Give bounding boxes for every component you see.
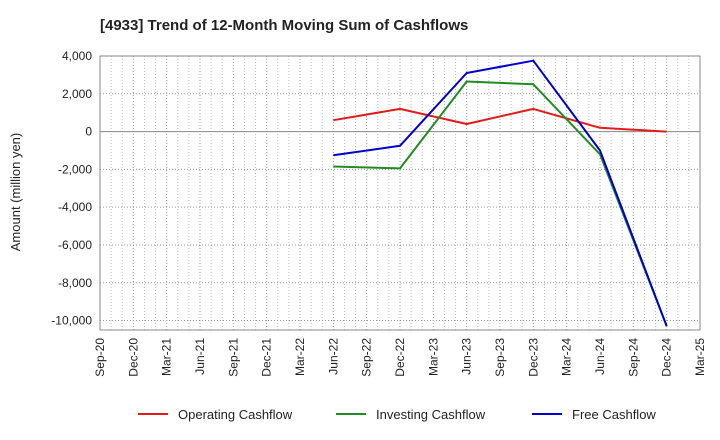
legend-label: Operating Cashflow <box>178 407 293 422</box>
legend-label: Free Cashflow <box>572 407 656 422</box>
y-tick-label: -2,000 <box>58 162 92 176</box>
y-tick-label: 0 <box>85 125 92 139</box>
x-tick-label: Jun-24 <box>593 338 607 375</box>
plot-area: 4,000 2,000 0 -2,000 -4,000 -6,000 -8,000 -10,0… <box>51 49 707 377</box>
y-tick-label: -6,000 <box>58 238 92 252</box>
x-tick-label: Sep-20 <box>93 338 107 377</box>
chart-title: [4933] Trend of 12-Month Moving Sum of C… <box>100 17 468 34</box>
x-tick-label: Mar-21 <box>160 338 174 376</box>
series-line-operating-cashflow <box>333 107 667 133</box>
y-tick-label: -8,000 <box>58 276 92 290</box>
series-line-free-cashflow <box>333 59 668 327</box>
x-tick-label: Dec-20 <box>126 338 140 377</box>
y-tick-label: 4,000 <box>62 49 92 63</box>
x-tick-label: Mar-23 <box>426 338 440 376</box>
x-tick-label: Sep-23 <box>493 338 507 377</box>
plot-border <box>99 55 701 331</box>
x-tick-label: Sep-24 <box>626 338 640 377</box>
y-tick-label: -10,000 <box>51 314 92 328</box>
x-tick-label: Mar-24 <box>560 338 574 376</box>
legend: Operating Cashflow Investing Cashflow Free… <box>138 407 656 422</box>
x-tick-label: Sep-21 <box>226 338 240 377</box>
y-tick-label: -4,000 <box>58 200 92 214</box>
series-line-investing-cashflow <box>333 80 668 327</box>
x-tick-label: Mar-25 <box>693 338 707 376</box>
x-tick-label: Dec-22 <box>393 338 407 377</box>
x-tick-label: Mar-22 <box>293 338 307 376</box>
x-tick-label: Dec-23 <box>526 338 540 377</box>
x-tick-label: Jun-22 <box>326 338 340 375</box>
x-tick-label: Jun-23 <box>460 338 474 375</box>
x-tick-label: Sep-22 <box>360 338 374 377</box>
y-tick-label: 2,000 <box>62 87 92 101</box>
y-axis-label: Amount (million yen) <box>8 133 23 252</box>
x-tick-label: Dec-24 <box>660 338 674 377</box>
x-tick-label: Dec-21 <box>260 338 274 377</box>
x-tick-label: Jun-21 <box>193 338 207 375</box>
legend-label: Investing Cashflow <box>376 407 486 422</box>
